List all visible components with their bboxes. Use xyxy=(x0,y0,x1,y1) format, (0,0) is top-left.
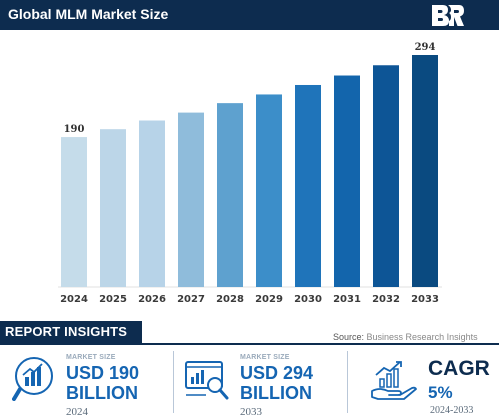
card-divider xyxy=(347,351,348,413)
x-tick-2029: 2029 xyxy=(255,294,283,305)
card-value-line2: BILLION xyxy=(240,383,312,403)
bar-2030 xyxy=(295,84,321,287)
source-name: Business Research Insights xyxy=(366,332,478,342)
bar-2027 xyxy=(178,112,204,288)
data-labels: 190 294 xyxy=(64,42,436,135)
market-size-2033-card: MARKET SIZE USD 294 BILLION 2033 xyxy=(174,345,346,419)
x-tick-2031: 2031 xyxy=(333,294,361,305)
bar-2026 xyxy=(139,120,165,287)
bar-2029 xyxy=(256,94,282,287)
card-year: 2033 xyxy=(240,406,262,418)
cagr-title: CAGR xyxy=(428,357,490,380)
card-value-line2: BILLION xyxy=(66,383,138,403)
x-tick-2027: 2027 xyxy=(177,294,205,305)
report-insights-title: REPORT INSIGHTS xyxy=(5,324,128,339)
data-label-2024: 190 xyxy=(64,124,85,135)
bar-2024 xyxy=(61,137,87,287)
source-note: Source: Business Research Insights xyxy=(333,332,478,342)
growth-hand-icon xyxy=(371,361,417,400)
x-tick-2025: 2025 xyxy=(99,294,127,305)
bar-2025 xyxy=(100,129,126,287)
card-label: MARKET SIZE xyxy=(66,354,116,361)
insights-divider xyxy=(0,343,499,345)
bar-2033 xyxy=(412,55,438,287)
br-logo-icon xyxy=(432,5,464,26)
source-prefix: Source: xyxy=(333,332,367,342)
report-insights-banner: REPORT INSIGHTS xyxy=(0,321,142,343)
card-year: 2024 xyxy=(66,406,88,418)
card-label: MARKET SIZE xyxy=(240,354,290,361)
bar-chart-icon xyxy=(12,357,53,401)
data-label-2033: 294 xyxy=(415,42,436,53)
chart-header: Global MLM Market Size xyxy=(0,0,499,30)
x-tick-2030: 2030 xyxy=(294,294,322,305)
bar-2028 xyxy=(217,103,243,288)
cagr-period: 2024-2033 xyxy=(430,405,474,416)
x-tick-labels: 2024 2025 2026 2027 2028 2029 2030 2031 2032 2033 xyxy=(60,294,439,305)
insight-cards: MARKET SIZE USD 190 BILLION 2024 MARKET … xyxy=(0,345,499,419)
card-value-line1: USD 190 xyxy=(66,363,140,383)
x-tick-2024: 2024 xyxy=(60,294,88,305)
card-value-line1: USD 294 xyxy=(240,363,314,383)
bar-2031 xyxy=(334,75,360,288)
chart-title: Global MLM Market Size xyxy=(8,6,169,22)
bar-2032 xyxy=(373,65,399,287)
bars-group xyxy=(61,55,438,288)
card-divider xyxy=(173,351,174,413)
cagr-card: CAGR 5% 2024-2033 xyxy=(348,345,499,419)
analytics-magnifier-icon xyxy=(185,361,229,400)
bar-chart: 2024 2025 2026 2027 2028 2029 2030 2031 2032 2033… xyxy=(0,30,499,321)
x-tick-2028: 2028 xyxy=(216,294,244,305)
x-tick-2033: 2033 xyxy=(411,294,439,305)
market-size-2024-card: MARKET SIZE USD 190 BILLION 2024 xyxy=(0,345,172,419)
cagr-value: 5% xyxy=(428,383,453,402)
x-tick-2032: 2032 xyxy=(372,294,400,305)
x-tick-2026: 2026 xyxy=(138,294,166,305)
